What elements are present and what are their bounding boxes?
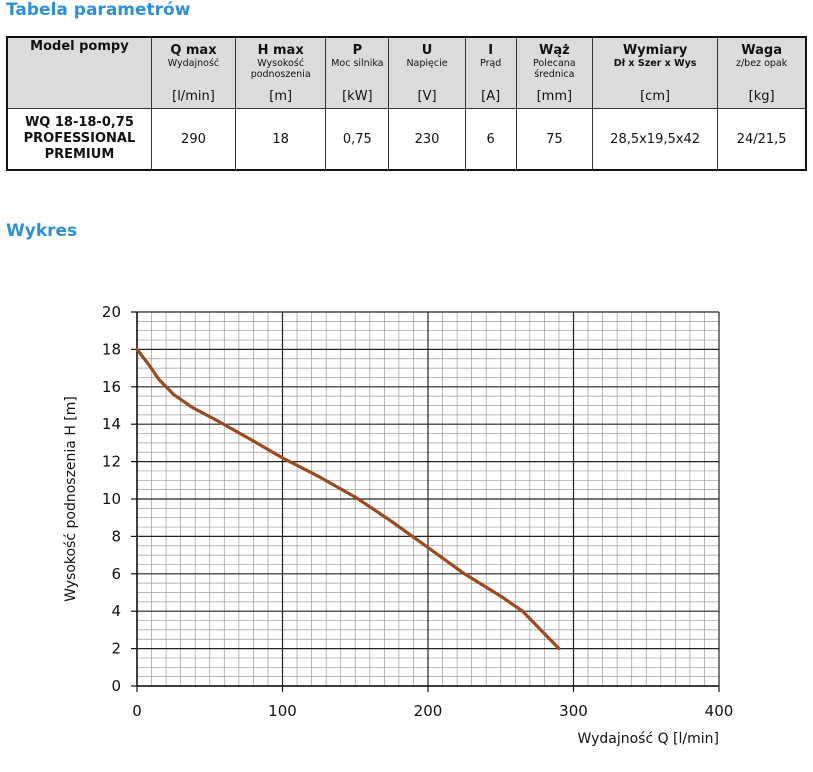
cell-weight: 24/21,5	[717, 108, 807, 171]
tick-labels: 0 100 200 300 400 0 2 4 6 8 10 12 14 16 18 20	[102, 303, 733, 720]
col-unit: [mm]	[536, 89, 573, 104]
x-axis-label: Wydajność Q [l/min]	[577, 731, 719, 747]
col-header-current: I Prąd [A]	[464, 36, 517, 109]
col-desc: Wysokość podnoszenia	[250, 58, 311, 80]
col-name: Wymiary	[622, 43, 688, 58]
y-tick-label: 0	[111, 677, 121, 695]
col-header-dimensions: Wymiary Dł x Szer x Wys [cm]	[591, 36, 719, 109]
cell-dimensions: 28,5x19,5x42	[591, 108, 719, 171]
series-line	[135, 347, 561, 651]
col-unit: [kW]	[342, 89, 373, 104]
cell-q-max: 290	[150, 108, 237, 171]
table-header-row: Model pompy Q max Wydajność [l/min] H ma…	[6, 36, 807, 109]
col-unit: [A]	[481, 89, 501, 104]
pump-performance-chart: 0 100 200 300 400 0 2 4 6 8 10 12 14 16 18 20 Wydajność…	[63, 303, 733, 747]
params-table-title: Tabela parametrów	[6, 0, 191, 20]
col-header-q-max: Q max Wydajność [l/min]	[150, 36, 237, 109]
y-tick-label: 6	[111, 565, 121, 583]
y-tick-label: 18	[102, 340, 121, 358]
col-name: Model pompy	[30, 39, 129, 54]
col-unit: [kg]	[748, 89, 775, 104]
y-tick-label: 20	[102, 303, 121, 321]
col-unit: [m]	[269, 89, 293, 104]
cell-model: WQ 18-18-0,75 PROFESSIONAL PREMIUM	[6, 108, 152, 171]
y-tick-label: 2	[111, 640, 121, 658]
col-desc: Prąd	[480, 58, 502, 69]
x-tick-label: 300	[559, 702, 588, 720]
col-desc: Moc silnika	[331, 58, 384, 69]
cell-hose: 75	[515, 108, 593, 171]
col-unit: [cm]	[640, 89, 671, 104]
cell-current: 6	[464, 108, 517, 171]
col-desc: Napięcie	[406, 58, 448, 69]
col-header-power: P Moc silnika [kW]	[325, 36, 390, 109]
parameters-table: Model pompy Q max Wydajność [l/min] H ma…	[6, 36, 807, 171]
table-row: WQ 18-18-0,75 PROFESSIONAL PREMIUM 290 1…	[6, 108, 807, 171]
col-desc: Wydajność	[167, 58, 220, 69]
y-tick-label: 8	[111, 527, 121, 545]
col-header-hose: Wąż Polecana średnica [mm]	[515, 36, 593, 109]
col-desc: z/bez opak	[736, 58, 788, 69]
major-grid	[136, 311, 720, 687]
col-name: Wąż	[539, 43, 570, 58]
col-desc: Polecana średnica	[533, 58, 576, 80]
col-unit: [l/min]	[172, 89, 215, 104]
col-name: Waga	[741, 43, 782, 58]
col-header-model: Model pompy	[6, 36, 152, 109]
y-tick-label: 14	[102, 415, 121, 433]
y-axis-label: Wysokość podnoszenia H [m]	[63, 396, 79, 602]
cell-h-max: 18	[235, 108, 327, 171]
col-name: H max	[257, 43, 304, 58]
cell-voltage: 230	[388, 108, 466, 171]
x-tick-label: 0	[132, 702, 142, 720]
col-name: Q max	[170, 43, 217, 58]
y-tick-label: 16	[102, 378, 121, 396]
y-tick-label: 10	[102, 490, 121, 508]
cell-power: 0,75	[325, 108, 390, 171]
y-tick-label: 4	[111, 602, 121, 620]
col-name: I	[488, 43, 494, 58]
series-group	[135, 347, 561, 651]
x-tick-label: 400	[705, 702, 734, 720]
axes	[131, 311, 720, 692]
col-unit: [V]	[417, 89, 437, 104]
col-desc: Dł x Szer x Wys	[613, 58, 697, 69]
col-name: U	[421, 43, 433, 58]
x-tick-label: 200	[414, 702, 443, 720]
col-name: P	[352, 43, 363, 58]
col-header-voltage: U Napięcie [V]	[388, 36, 466, 109]
y-tick-label: 12	[102, 453, 121, 471]
col-header-h-max: H max Wysokość podnoszenia [m]	[235, 36, 327, 109]
x-tick-label: 100	[268, 702, 297, 720]
chart-section-title: Wykres	[6, 221, 78, 241]
col-header-weight: Waga z/bez opak [kg]	[717, 36, 807, 109]
